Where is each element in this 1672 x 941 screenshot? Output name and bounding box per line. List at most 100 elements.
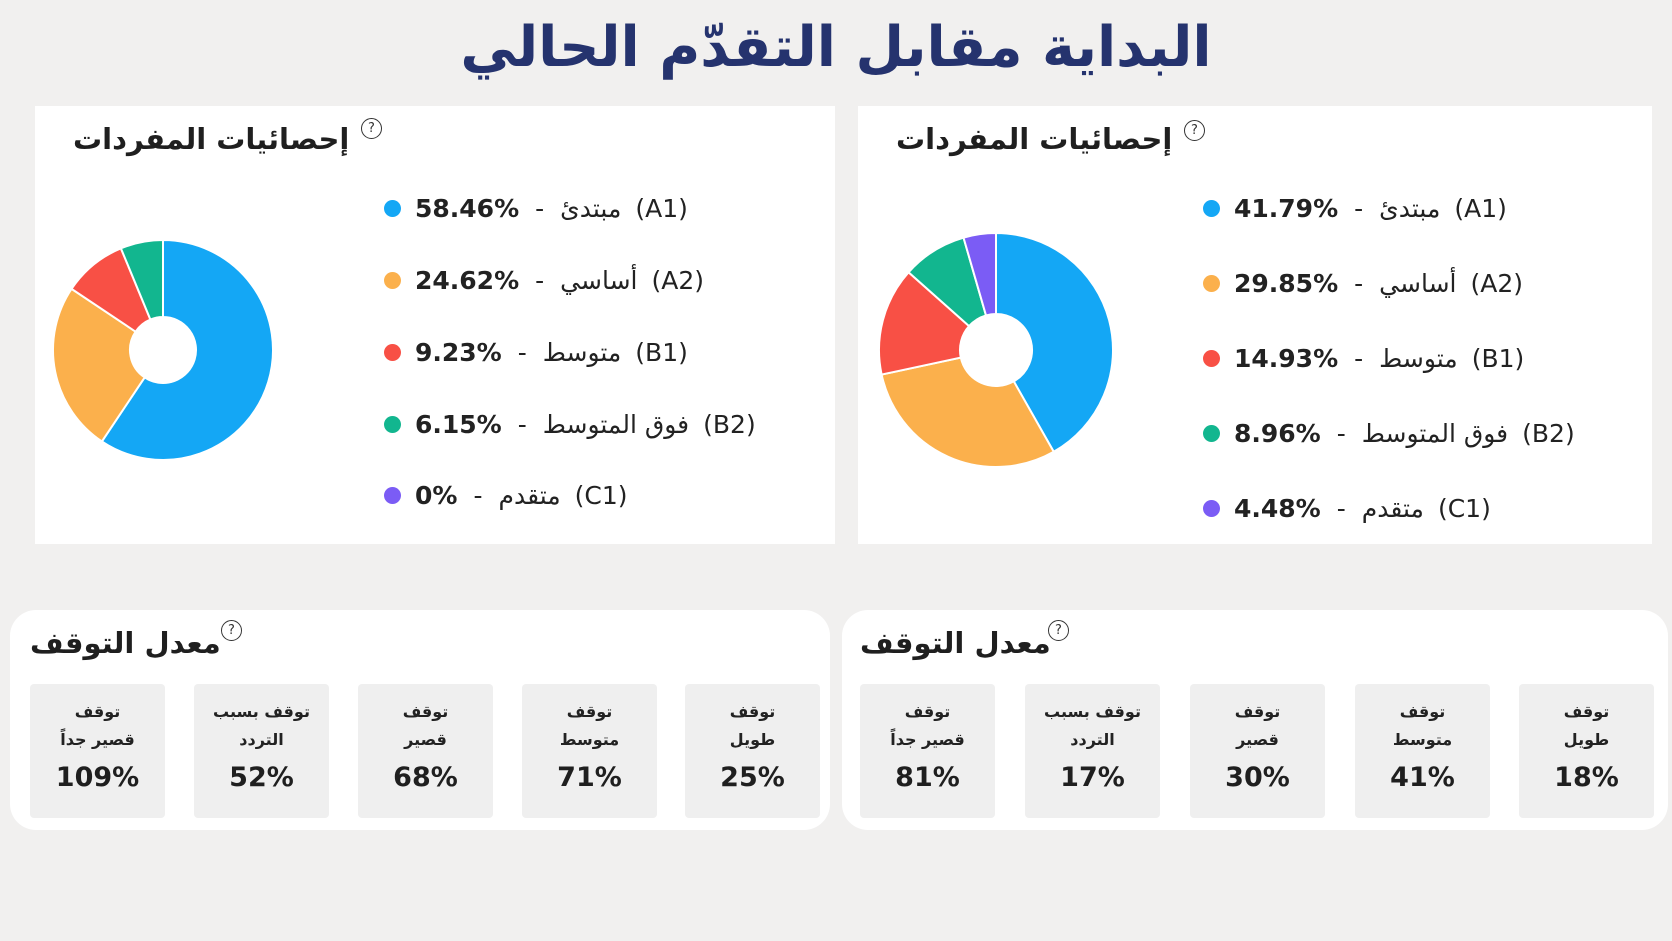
pause-tile: توقف متوسط 71% [522, 684, 657, 818]
legend-level-code: (C1) [1437, 493, 1491, 523]
legend-color-dot [1203, 499, 1220, 517]
legend-percent: 9.23% [415, 337, 502, 367]
card-title: معدل التوقف [30, 626, 221, 660]
pause-tile: توقف قصير جداً 81% [860, 684, 995, 818]
vocab-stats-card-left: إحصائيات المفردات ? 58.46% - مبتدئ (A1) … [35, 106, 835, 544]
legend-item: 58.46% - مبتدئ (A1) [384, 188, 688, 228]
legend-separator: - [1354, 343, 1364, 373]
legend-separator: - [517, 337, 527, 367]
vocab-stats-card-right: إحصائيات المفردات ? 41.79% - مبتدئ (A1) … [858, 106, 1652, 544]
tile-value: 81% [895, 762, 960, 793]
legend-color-dot [1203, 274, 1220, 292]
legend-level-name: مبتدئ [1379, 193, 1441, 223]
card-title: إحصائيات المفردات [73, 122, 350, 156]
legend-percent: 8.96% [1234, 418, 1321, 448]
help-icon[interactable]: ? [1184, 120, 1205, 141]
legend-item: 29.85% - أساسي (A2) [1203, 263, 1523, 303]
legend-level-name: أساسي [1379, 268, 1457, 298]
tile-value: 109% [55, 762, 140, 793]
tile-value: 18% [1554, 762, 1619, 793]
pie-slice-c1 [962, 231, 997, 317]
legend-level-code: (A1) [635, 193, 688, 223]
help-icon[interactable]: ? [361, 118, 382, 139]
tile-value: 68% [393, 762, 458, 793]
tile-value: 25% [720, 762, 785, 793]
legend-separator: - [473, 480, 483, 510]
legend-item: 4.48% - متقدم (C1) [1203, 488, 1491, 528]
legend-color-dot [384, 415, 401, 433]
legend-item: 6.15% - فوق المتوسط (B2) [384, 404, 756, 444]
legend-item: 0% - متقدم (C1) [384, 475, 628, 515]
pause-tile: توقف قصير 68% [358, 684, 493, 818]
tile-value: 30% [1225, 762, 1290, 793]
tile-value: 41% [1390, 762, 1455, 793]
legend-level-name: متوسط [1379, 343, 1458, 373]
tile-value: 71% [557, 762, 622, 793]
legend-separator: - [1336, 418, 1346, 448]
legend-color-dot [1203, 424, 1220, 442]
legend-separator: - [517, 409, 527, 439]
tile-value: 52% [229, 762, 294, 793]
legend-item: 9.23% - متوسط (B1) [384, 332, 688, 372]
pie-slice-a1 [100, 238, 274, 461]
legend-color-dot [1203, 349, 1220, 367]
legend-color-dot [1203, 199, 1220, 217]
pause-tile: توقف طويل 18% [1519, 684, 1654, 818]
tile-label: توقف بسبب التردد [1044, 702, 1141, 749]
legend-level-name: مبتدئ [560, 193, 622, 223]
legend-level-code: (A1) [1454, 193, 1507, 223]
legend-item: 24.62% - أساسي (A2) [384, 260, 704, 300]
legend-level-code: (B1) [1471, 343, 1525, 373]
legend-item: 41.79% - مبتدئ (A1) [1203, 188, 1507, 228]
pause-rate-card-right: معدل التوقف ? توقف قصير جداً 81% توقف بسب… [842, 610, 1668, 830]
legend-color-dot [384, 486, 401, 504]
card-title: إحصائيات المفردات [896, 122, 1173, 156]
pause-tile: توقف قصير جداً 109% [30, 684, 165, 818]
pie-slice-a2 [880, 356, 1056, 468]
legend-level-code: (B1) [635, 337, 688, 367]
legend-percent: 58.46% [415, 193, 520, 223]
vocab-pie-chart [878, 231, 1114, 468]
legend-item: 14.93% - متوسط (B1) [1203, 338, 1524, 378]
pie-slice-b2 [119, 238, 164, 321]
pause-tile: توقف قصير 30% [1190, 684, 1325, 818]
pie-slice-a2 [52, 287, 147, 443]
legend-percent: 6.15% [415, 409, 502, 439]
legend-level-name: فوق المتوسط [1361, 418, 1509, 448]
tile-label: توقف بسبب التردد [213, 702, 310, 749]
legend-item: 8.96% - فوق المتوسط (B2) [1203, 413, 1575, 453]
help-icon[interactable]: ? [1048, 620, 1069, 641]
card-title: معدل التوقف [860, 626, 1051, 660]
tile-label: توقف قصير [1234, 702, 1281, 749]
legend-level-code: (B2) [1522, 418, 1575, 448]
legend-percent: 29.85% [1234, 268, 1339, 298]
tile-label: توقف قصير جداً [60, 702, 135, 749]
legend-level-name: أساسي [560, 265, 638, 295]
pause-tile: توقف متوسط 41% [1355, 684, 1490, 818]
tile-value: 17% [1060, 762, 1125, 793]
legend-separator: - [1336, 493, 1346, 523]
legend-separator: - [1354, 193, 1364, 223]
legend-color-dot [384, 343, 401, 361]
vocab-pie-chart [52, 238, 274, 461]
legend-percent: 4.48% [1234, 493, 1321, 523]
tile-label: توقف متوسط [1392, 702, 1453, 749]
legend-color-dot [384, 199, 401, 217]
legend-percent: 14.93% [1234, 343, 1339, 373]
legend-separator: - [1354, 268, 1364, 298]
pause-tile: توقف بسبب التردد 17% [1025, 684, 1160, 818]
legend-percent: 24.62% [415, 265, 520, 295]
tile-label: توقف طويل [729, 702, 776, 749]
tile-label: توقف قصير جداً [890, 702, 965, 749]
page-title: البداية مقابل التقدّم الحالي [460, 15, 1212, 80]
tile-label: توقف متوسط [559, 702, 620, 749]
legend-level-name: فوق المتوسط [542, 409, 690, 439]
legend-level-name: متوسط [542, 337, 622, 367]
help-icon[interactable]: ? [221, 620, 242, 641]
pie-slice-a1 [995, 231, 1114, 454]
legend-separator: - [535, 193, 545, 223]
pie-slice-b1 [878, 270, 971, 376]
legend-percent: 0% [415, 480, 458, 510]
legend-color-dot [384, 271, 401, 289]
pause-tile: توقف بسبب التردد 52% [194, 684, 329, 818]
